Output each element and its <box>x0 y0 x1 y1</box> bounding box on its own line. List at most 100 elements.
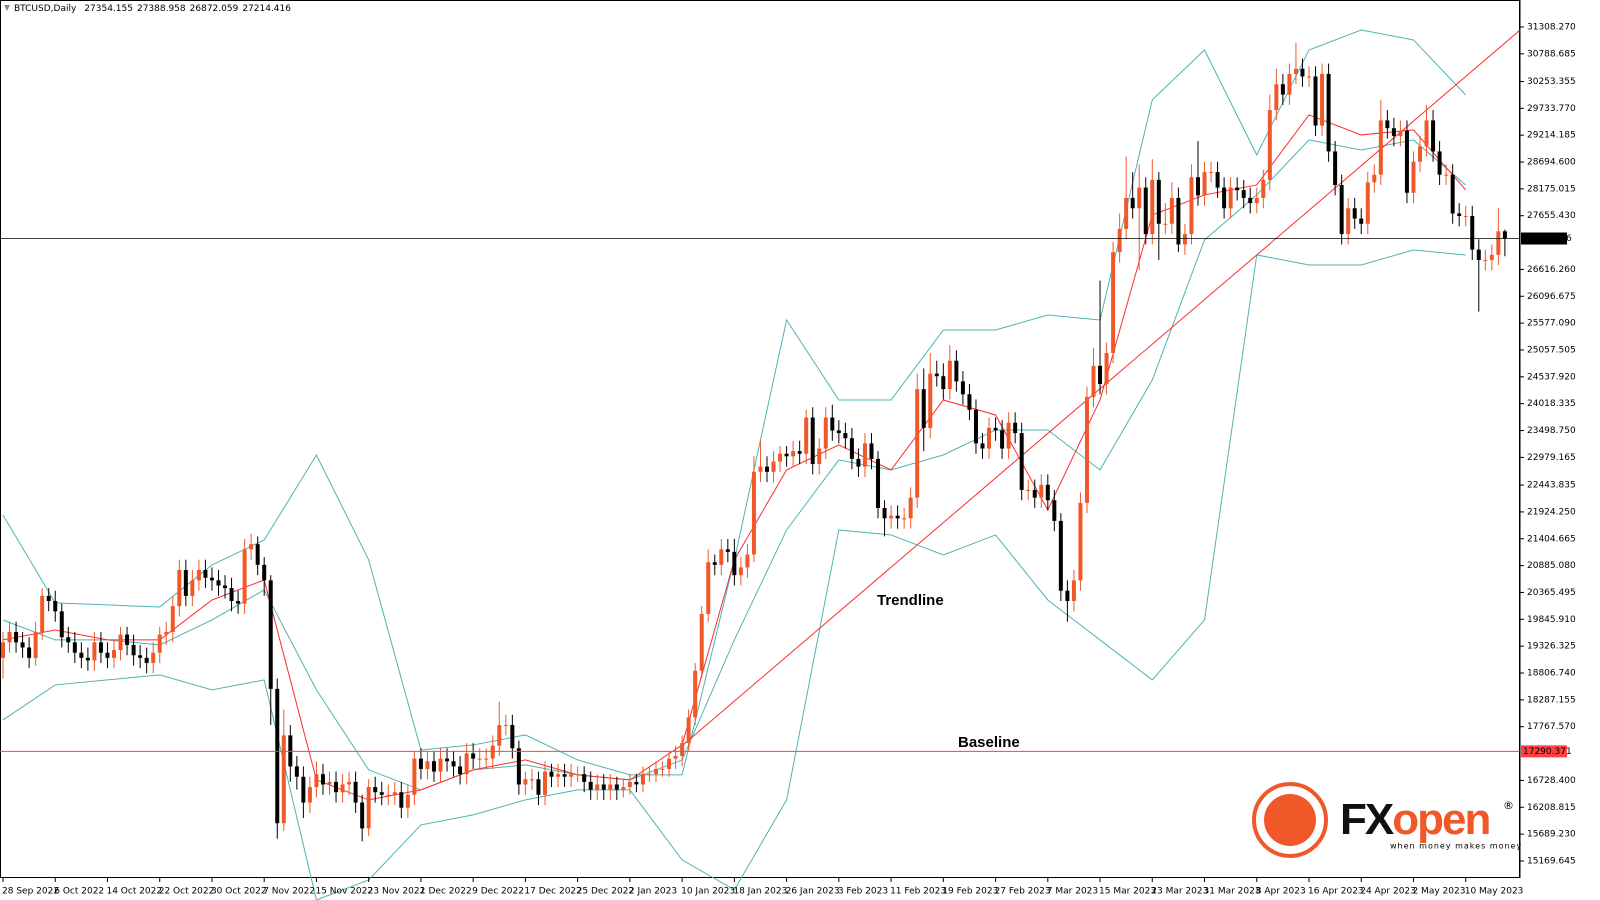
candle-body <box>1352 208 1357 219</box>
candle-body <box>40 595 45 633</box>
candle-body <box>830 417 835 431</box>
last-close: 27214.416 <box>242 4 291 14</box>
candle-body <box>177 570 182 607</box>
candle-body <box>941 376 946 390</box>
x-tick-label: 2 Jan 2023 <box>629 887 677 897</box>
candle-body <box>1176 197 1181 245</box>
y-tick-label: 29214.185 <box>1527 131 1576 141</box>
y-tick-label: 18287.155 <box>1527 695 1576 705</box>
x-tick-label: 2 May 2023 <box>1412 887 1465 897</box>
candle-body <box>1130 197 1135 209</box>
y-tick-label: 24018.335 <box>1527 399 1576 409</box>
candle-body <box>556 774 561 777</box>
candle-body <box>1391 128 1396 136</box>
y-tick-label: 28694.600 <box>1527 158 1576 168</box>
candle-body <box>1450 174 1455 214</box>
candle-body <box>680 743 685 757</box>
x-tick-label: 23 Nov 2022 <box>368 887 426 897</box>
candle-body <box>327 781 332 785</box>
candle-body <box>1039 484 1044 498</box>
y-tick-label: 27655.430 <box>1527 211 1576 221</box>
candle-body <box>405 794 410 808</box>
candle-body <box>889 515 894 519</box>
candle-body <box>314 774 319 788</box>
candle-body <box>164 632 169 635</box>
candle-body <box>1287 73 1292 95</box>
x-tick-label: 26 Jan 2023 <box>786 887 840 897</box>
candle-body <box>621 787 626 790</box>
candle-body <box>203 570 208 578</box>
x-tick-label: 19 Feb 2023 <box>942 887 998 897</box>
candle-body <box>647 774 652 776</box>
candle-body <box>1489 254 1494 260</box>
candle-body <box>1124 197 1129 229</box>
candle-body <box>1431 120 1436 152</box>
candle-body <box>347 781 352 785</box>
candle-body <box>601 784 606 790</box>
candle-body <box>236 601 241 604</box>
candle-body <box>112 650 117 658</box>
candle-body <box>993 427 998 431</box>
y-tick-label: 22443.835 <box>1527 481 1576 491</box>
candle-body <box>1052 500 1057 521</box>
x-tick-label: 14 Oct 2022 <box>106 887 162 897</box>
candle-body <box>725 549 730 552</box>
candle-body <box>882 507 887 519</box>
candle-body <box>771 461 776 472</box>
candle-body <box>7 632 12 643</box>
candle-body <box>693 670 698 718</box>
x-tick-label: 18 Jan 2023 <box>733 887 787 897</box>
candle-body <box>862 443 867 467</box>
candle-body <box>1313 76 1318 126</box>
candle-body <box>451 761 456 767</box>
candle-body <box>1280 84 1285 95</box>
candle-body <box>1274 84 1279 111</box>
symbol: BTCUSD,Daily <box>14 4 77 14</box>
candle-body <box>170 606 175 633</box>
y-tick-label: 26096.675 <box>1527 292 1576 302</box>
candle-body <box>412 758 417 795</box>
candle-body <box>791 451 796 457</box>
logo-brand-open: open <box>1392 795 1489 844</box>
candle-body <box>738 567 743 576</box>
candle-body <box>20 642 25 648</box>
candle-body <box>209 577 214 581</box>
candle-body <box>797 451 802 454</box>
candle-body <box>1261 179 1266 198</box>
candle-body <box>1195 177 1200 196</box>
baseline-label: Baseline <box>958 734 1020 751</box>
plot-area <box>0 29 1521 900</box>
candle-body <box>804 417 809 454</box>
candle-body <box>183 570 188 596</box>
x-tick-label: 16 Apr 2023 <box>1308 887 1364 897</box>
y-tick-label: 28175.015 <box>1527 184 1576 194</box>
candle-body <box>516 748 521 785</box>
candle-body <box>784 453 789 457</box>
x-tick-label: 15 Nov 2022 <box>315 887 373 897</box>
candle-body <box>1019 433 1024 490</box>
candle-body <box>765 466 770 472</box>
candle-body <box>1293 68 1298 74</box>
candle-body <box>268 580 273 689</box>
candle-body <box>627 781 632 788</box>
candle-body <box>1006 422 1011 449</box>
candle-body <box>1 642 5 658</box>
candle-body <box>575 774 580 776</box>
y-tick-label: 15169.645 <box>1527 856 1576 866</box>
candle-body <box>895 515 900 519</box>
y-tick-label: 22979.165 <box>1527 453 1576 463</box>
candle-body <box>131 644 136 656</box>
plot-frame <box>0 0 1520 878</box>
candle-body <box>392 792 397 795</box>
candle-body <box>1307 76 1311 78</box>
candle-body <box>542 771 547 795</box>
candle-body <box>1476 249 1481 260</box>
candle-body <box>921 389 926 428</box>
candle-body <box>196 570 201 581</box>
candle-body <box>294 766 299 777</box>
candle-body <box>379 792 384 795</box>
candle-body <box>1117 228 1122 253</box>
candle-body <box>614 784 619 790</box>
candle-body <box>928 373 933 428</box>
